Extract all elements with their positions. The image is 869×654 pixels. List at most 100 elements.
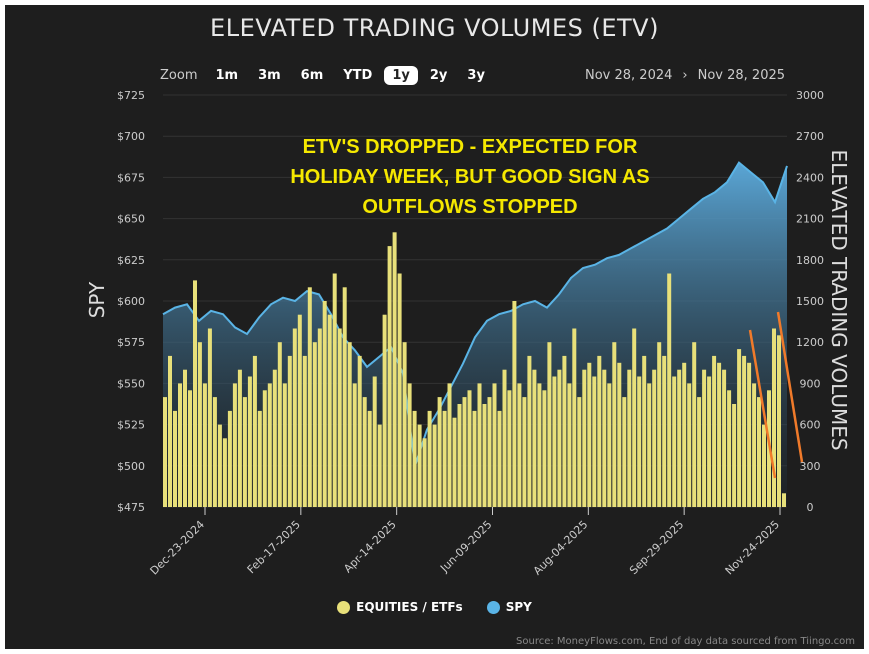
zoom-toolbar: Zoom 1m 3m 6m YTD 1y 2y 3y xyxy=(160,66,493,85)
volume-bar xyxy=(492,383,497,507)
volume-bar xyxy=(163,397,167,507)
x-tick-label: Jun-09-2025 xyxy=(437,518,494,575)
volume-bar xyxy=(417,424,422,507)
volume-bar xyxy=(647,383,652,507)
volume-bar xyxy=(183,369,187,507)
volume-bar xyxy=(662,355,667,507)
volume-bar xyxy=(762,424,766,507)
volume-bar xyxy=(577,397,582,507)
volume-bar xyxy=(397,273,402,507)
legend-item-spy[interactable]: SPY xyxy=(486,600,532,614)
y-left-tick-label: $600 xyxy=(117,295,145,308)
volume-bar xyxy=(692,342,697,507)
range-end-input[interactable]: Nov 28, 2025 xyxy=(697,68,786,83)
volume-bar xyxy=(532,369,537,507)
x-tick-label: Dec-23-2024 xyxy=(148,518,208,578)
volume-bar xyxy=(342,287,347,507)
volume-bar xyxy=(477,383,482,507)
volume-bar xyxy=(173,410,177,507)
y-right-tick-label: 2700 xyxy=(796,130,824,143)
volume-bar xyxy=(677,369,682,507)
volume-bar xyxy=(667,273,672,507)
x-tick-label: Apr-14-2025 xyxy=(341,518,398,575)
y-right-tick-label: 0 xyxy=(807,501,814,514)
volume-bar xyxy=(317,328,322,507)
volume-bar xyxy=(437,397,442,507)
volume-bar xyxy=(557,369,562,507)
volume-bar xyxy=(217,424,222,507)
volume-bar xyxy=(262,390,267,507)
y-right-tick-label: 1800 xyxy=(796,254,824,267)
volume-bar xyxy=(682,362,687,507)
zoom-6m-button[interactable]: 6m xyxy=(300,68,324,83)
y-right-tick-label: 1200 xyxy=(796,336,824,349)
volume-bar xyxy=(782,493,786,507)
volume-bar xyxy=(487,397,492,507)
volume-bar xyxy=(402,342,407,507)
volume-bar xyxy=(292,328,297,507)
volume-bar xyxy=(587,362,592,507)
volume-bar xyxy=(347,342,352,507)
y-left-tick-label: $475 xyxy=(117,501,145,514)
volume-bar xyxy=(357,355,362,507)
volume-bar xyxy=(737,349,742,507)
volume-bar xyxy=(552,376,557,507)
zoom-3y-button[interactable]: 3y xyxy=(467,68,485,83)
volume-bar xyxy=(297,314,302,507)
volume-bar xyxy=(302,355,307,507)
zoom-label: Zoom xyxy=(160,68,198,83)
y-right-tick-label: 2100 xyxy=(796,213,824,226)
volume-bar xyxy=(607,383,612,507)
y-right-tick-label: 1500 xyxy=(796,295,824,308)
y-left-tick-label: $725 xyxy=(117,89,145,102)
zoom-ytd-button[interactable]: YTD xyxy=(343,68,373,83)
zoom-1m-button[interactable]: 1m xyxy=(215,68,239,83)
volume-bar xyxy=(462,397,467,507)
volume-bar xyxy=(327,314,332,507)
volume-bar xyxy=(277,342,282,507)
volume-bar xyxy=(252,355,257,507)
legend-item-equities[interactable]: EQUITIES / ETFs xyxy=(337,600,463,614)
volume-bar xyxy=(247,376,252,507)
y-left-tick-label: $550 xyxy=(117,377,145,390)
volume-bar xyxy=(537,383,542,507)
chart-annotation: ETV'S DROPPED - EXPECTED FOR HOLIDAY WEE… xyxy=(220,132,720,222)
volume-bar xyxy=(727,390,732,507)
volume-bar xyxy=(582,369,587,507)
range-start-input[interactable]: Nov 28, 2024 xyxy=(585,68,673,83)
volume-bar xyxy=(312,342,317,507)
volume-bar xyxy=(752,383,757,507)
volume-bar xyxy=(422,438,427,507)
volume-bar xyxy=(732,404,737,507)
y-left-tick-label: $525 xyxy=(117,419,145,432)
volume-bar xyxy=(242,397,247,507)
volume-bar xyxy=(717,362,722,507)
volume-bar xyxy=(617,362,622,507)
zoom-3m-button[interactable]: 3m xyxy=(258,68,281,83)
volume-bar xyxy=(642,355,647,507)
volume-bar xyxy=(452,417,457,507)
volume-bar xyxy=(287,355,292,507)
volume-bar xyxy=(572,328,577,507)
volume-bar xyxy=(377,424,382,507)
volume-bar xyxy=(527,355,532,507)
volume-bar xyxy=(168,355,172,507)
date-range: Nov 28, 2024 › Nov 28, 2025 xyxy=(585,68,785,83)
volume-bar xyxy=(272,369,277,507)
volume-bar xyxy=(372,376,377,507)
zoom-2y-button[interactable]: 2y xyxy=(429,68,448,83)
y-left-axis-label: SPY xyxy=(85,281,109,318)
volume-bar xyxy=(442,410,447,507)
volume-bar xyxy=(742,355,747,507)
zoom-1y-button[interactable]: 1y xyxy=(384,66,418,85)
volume-bar xyxy=(622,397,627,507)
volume-bar xyxy=(702,369,707,507)
volume-bar xyxy=(657,342,662,507)
volume-bar xyxy=(412,410,417,507)
volume-bar xyxy=(382,314,387,507)
volume-bar xyxy=(652,369,657,507)
volume-bar xyxy=(237,369,242,507)
y-right-tick-label: 3000 xyxy=(796,89,824,102)
legend-label: SPY xyxy=(505,600,532,614)
